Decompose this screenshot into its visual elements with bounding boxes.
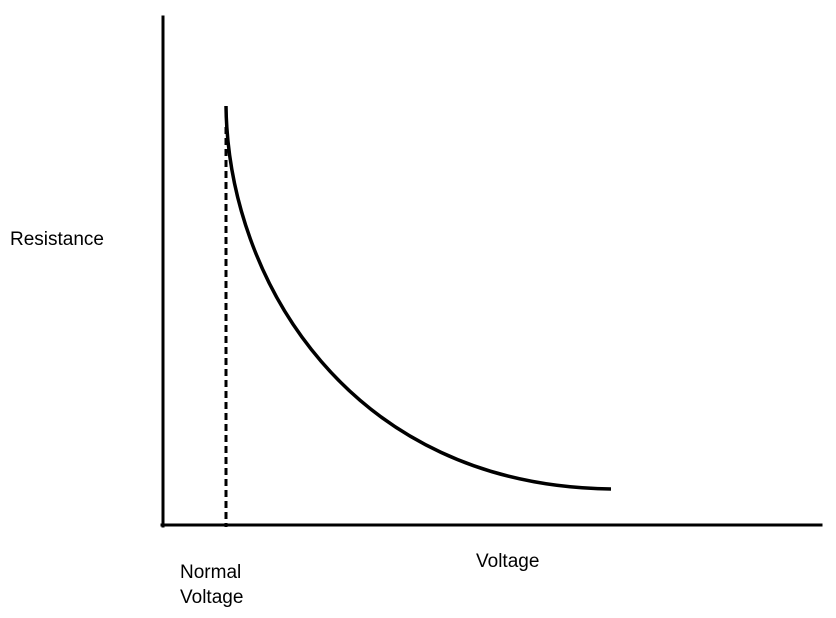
normal-voltage-label-line-2: Voltage (180, 587, 244, 608)
y-axis-label: Resistance (10, 229, 104, 250)
x-axis-label: Voltage (476, 551, 540, 572)
resistance-curve (224, 105, 612, 491)
normal-voltage-label: Normal Voltage (180, 560, 243, 610)
normal-voltage-label-line-1: Normal (180, 562, 242, 583)
